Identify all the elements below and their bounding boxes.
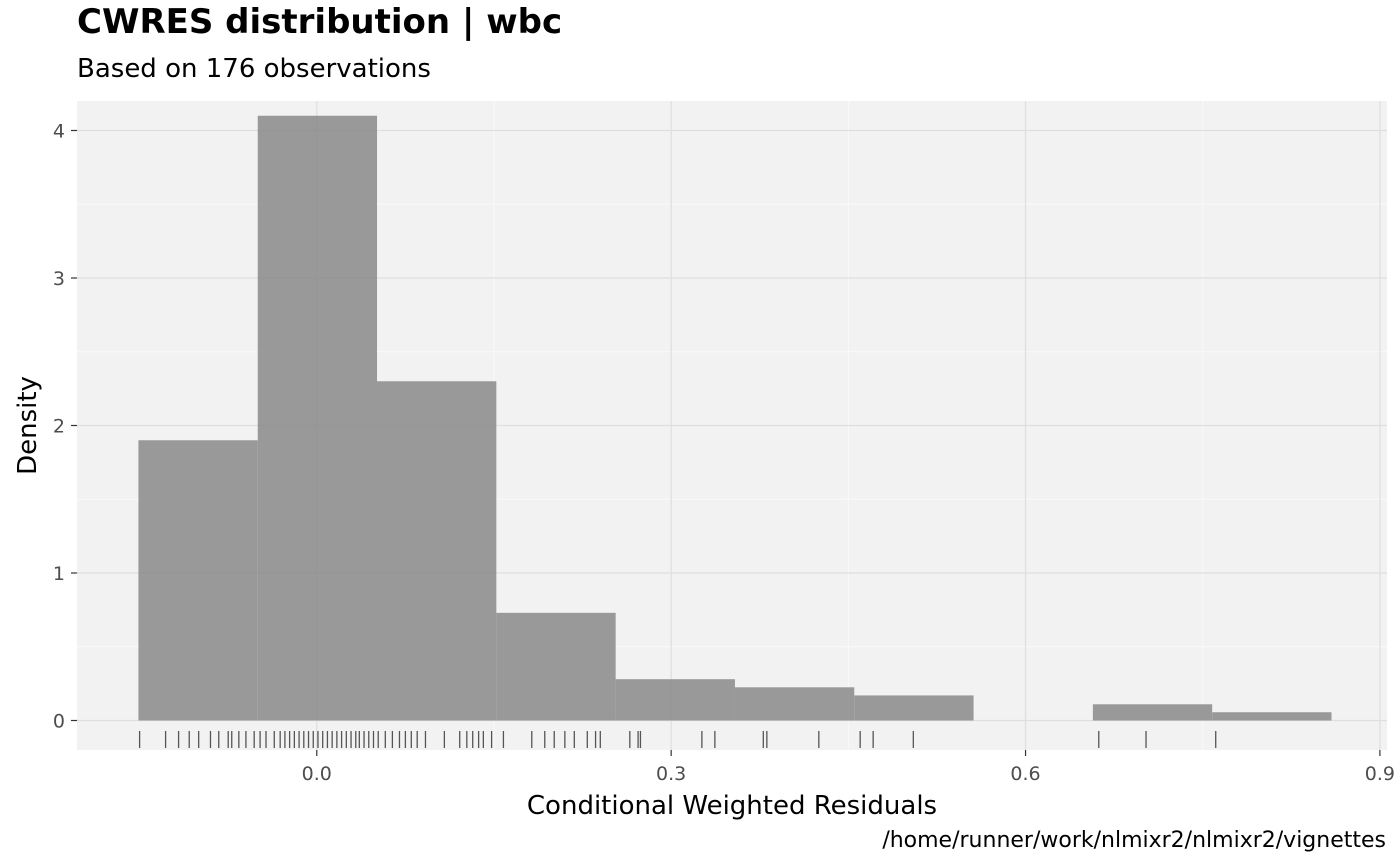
chart-title: CWRES distribution | wbc bbox=[77, 2, 563, 42]
histogram-bar bbox=[138, 440, 258, 721]
x-tick-label: 0.9 bbox=[1365, 763, 1395, 785]
y-axis: 0 1 2 3 4 bbox=[53, 121, 77, 733]
rug-marks bbox=[138, 731, 1217, 748]
histogram-bar bbox=[496, 612, 616, 721]
histogram-bar bbox=[377, 381, 497, 721]
y-axis-title: Density bbox=[13, 376, 43, 475]
chart-caption: /home/runner/work/nlmixr2/nlmixr2/vignet… bbox=[882, 828, 1386, 853]
histogram-bar bbox=[854, 695, 974, 721]
histogram-bar bbox=[1092, 704, 1213, 721]
y-tick-label: 1 bbox=[53, 563, 65, 585]
y-tick-label: 0 bbox=[53, 711, 65, 733]
chart-subtitle: Based on 176 observations bbox=[77, 54, 431, 84]
histogram-bar bbox=[615, 679, 735, 721]
x-tick-label: 0.0 bbox=[302, 763, 332, 785]
y-tick-label: 4 bbox=[53, 121, 65, 143]
histogram-bar bbox=[734, 687, 855, 721]
histogram-bars bbox=[138, 115, 1332, 721]
y-tick-label: 3 bbox=[53, 268, 65, 290]
y-tick-label: 2 bbox=[53, 416, 65, 438]
histogram-bar bbox=[1212, 712, 1332, 721]
x-axis-title: Conditional Weighted Residuals bbox=[527, 791, 937, 821]
x-tick-label: 0.3 bbox=[656, 763, 686, 785]
x-tick-label: 0.6 bbox=[1010, 763, 1040, 785]
histogram-bar bbox=[257, 115, 378, 721]
x-axis: 0.0 0.3 0.6 0.9 bbox=[302, 750, 1395, 785]
